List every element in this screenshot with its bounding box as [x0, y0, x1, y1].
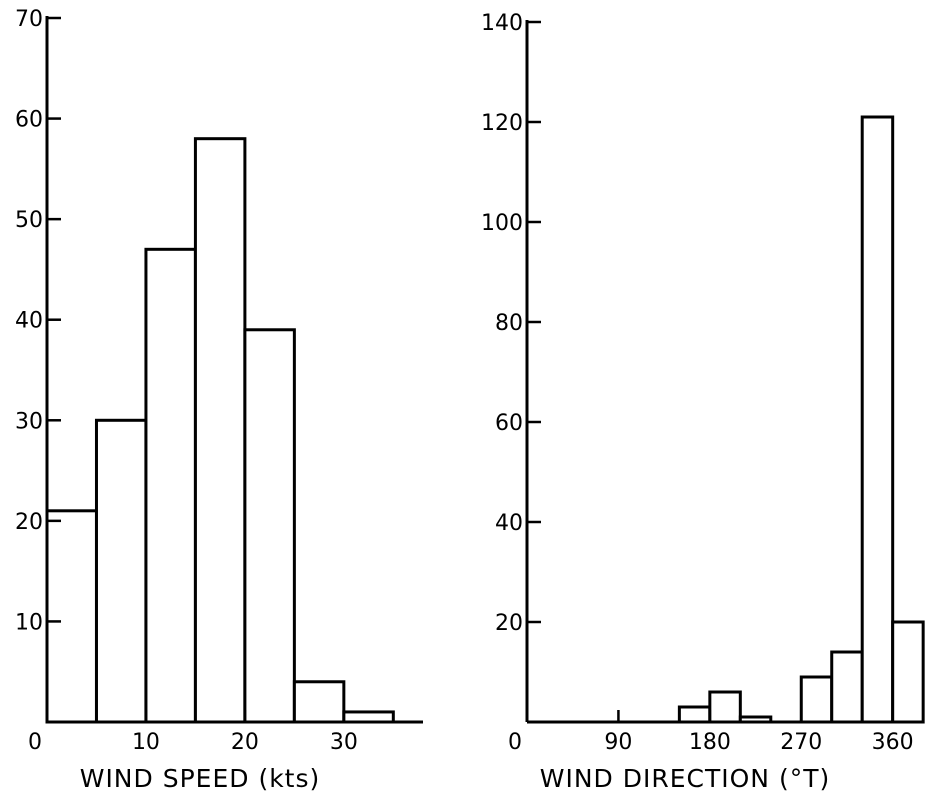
direction-y-tick-label: 80	[495, 311, 523, 336]
direction-bar-4	[830, 650, 864, 724]
speed-bar-6	[342, 710, 395, 724]
speed-bar-4	[243, 328, 296, 724]
direction-x-tick-label: 90	[604, 730, 632, 755]
speed-x-tick-label: 20	[231, 730, 259, 755]
direction-bar-0	[677, 705, 712, 724]
speed-y-tick-label: 30	[15, 409, 43, 434]
speed-bar-0	[45, 509, 98, 724]
direction-bar-3	[799, 675, 834, 724]
wind-speed-histogram: 10 20 30 40 50 60 70 0 10 20 30 WIND SPEED (kts)	[15, 7, 423, 793]
speed-bar-1	[94, 418, 148, 724]
direction-x-axis-title: WIND DIRECTION (°T)	[540, 764, 830, 793]
direction-bar-1	[708, 690, 742, 724]
speed-bar-3	[193, 137, 247, 724]
direction-bar-5	[860, 115, 895, 724]
direction-x-tick-label: 270	[780, 730, 822, 755]
speed-x-tick-label: 30	[330, 730, 358, 755]
direction-y-tick-label: 20	[495, 611, 523, 636]
speed-x-axis-title: WIND SPEED (kts)	[80, 764, 321, 793]
direction-x-tick-label: 180	[689, 730, 731, 755]
speed-y-tick-label: 10	[15, 610, 43, 635]
direction-bar-6	[891, 620, 925, 724]
speed-y-tick-label: 50	[15, 208, 43, 233]
speed-y-tick-label: 40	[15, 309, 43, 334]
speed-bar-2	[144, 247, 197, 724]
speed-y-tick-label: 20	[15, 510, 43, 535]
speed-y-tick-label: 70	[15, 7, 43, 32]
direction-x-tick-label: 0	[508, 730, 522, 755]
direction-x-tick-label: 360	[872, 730, 914, 755]
direction-y-tick-label: 120	[481, 111, 523, 136]
speed-x-tick-label: 0	[28, 730, 42, 755]
speed-bar-5	[292, 680, 346, 724]
speed-x-tick-label: 10	[132, 730, 160, 755]
speed-y-tick-label: 60	[15, 108, 43, 133]
direction-y-tick-label: 60	[495, 411, 523, 436]
direction-y-tick-label: 40	[495, 511, 523, 536]
wind-direction-histogram: 20 40 60 80 100 120 140 0 90 180 270 360 WIND DIRECT…	[481, 11, 925, 793]
direction-y-tick-label: 140	[481, 11, 523, 36]
direction-y-tick-label: 100	[481, 211, 523, 236]
